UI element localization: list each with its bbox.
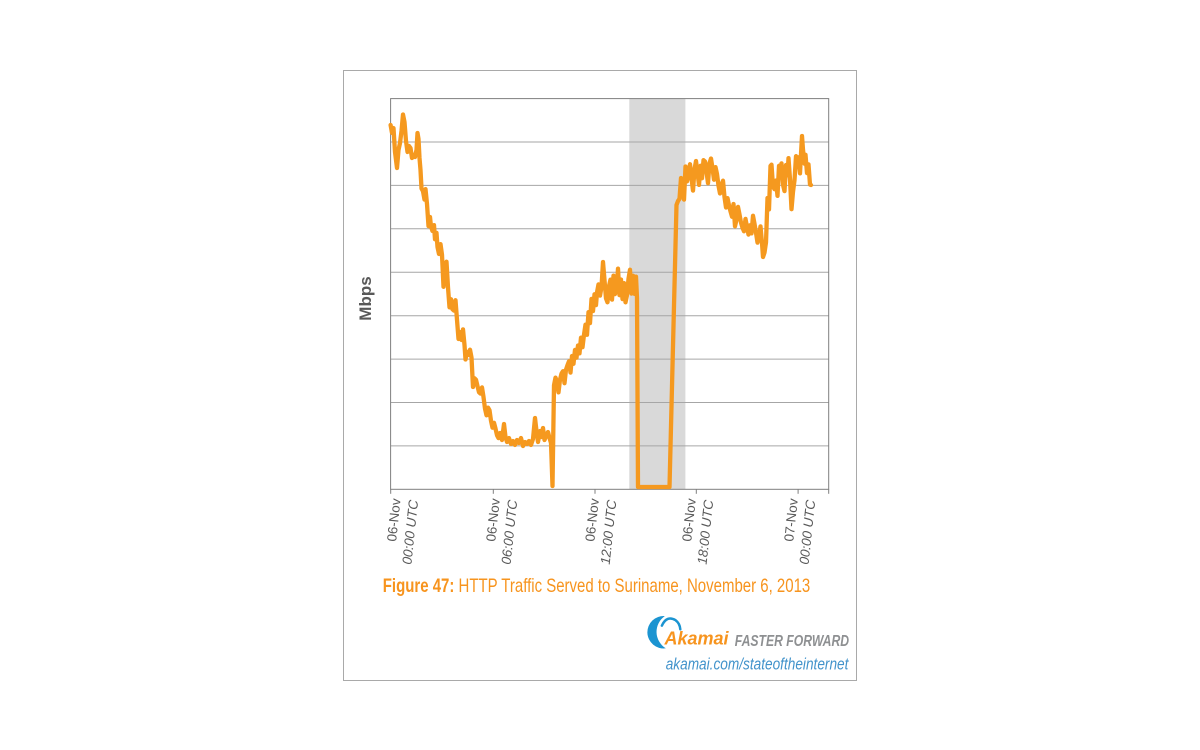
svg-text:06:00 UTC: 06:00 UTC bbox=[499, 499, 521, 565]
svg-text:Figure 47:: Figure 47: bbox=[383, 576, 459, 597]
svg-text:FASTER FORWARD: FASTER FORWARD bbox=[735, 633, 849, 651]
svg-text:06-Nov: 06-Nov bbox=[483, 497, 502, 542]
svg-text:06-Nov: 06-Nov bbox=[582, 497, 601, 542]
svg-text:06-Nov: 06-Nov bbox=[384, 497, 403, 542]
svg-text:07-Nov: 07-Nov bbox=[781, 497, 800, 542]
svg-text:Akamai: Akamai bbox=[664, 629, 730, 649]
svg-text:00:00 UTC: 00:00 UTC bbox=[399, 499, 421, 565]
svg-text:Mbps: Mbps bbox=[356, 276, 375, 320]
svg-text:06-Nov: 06-Nov bbox=[679, 497, 698, 542]
svg-text:18:00 UTC: 18:00 UTC bbox=[695, 499, 717, 565]
svg-text:akamai.com/stateoftheinternet: akamai.com/stateoftheinternet bbox=[666, 655, 849, 674]
svg-text:12:00 UTC: 12:00 UTC bbox=[598, 499, 620, 565]
svg-text:HTTP Traffic Served to Surinam: HTTP Traffic Served to Suriname, Novembe… bbox=[459, 576, 811, 597]
svg-text:00:00 UTC: 00:00 UTC bbox=[797, 499, 819, 565]
